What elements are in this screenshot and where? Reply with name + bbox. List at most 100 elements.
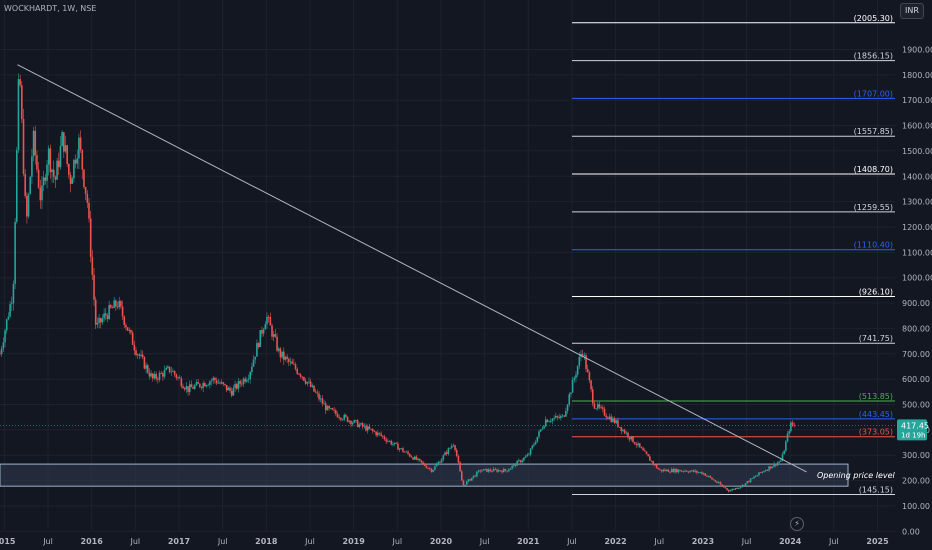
- current-price-label: 417.45: [901, 421, 929, 430]
- candle-body: [318, 393, 320, 400]
- candle-body: [103, 313, 105, 319]
- candle-body: [274, 334, 277, 337]
- candle-body: [701, 472, 703, 475]
- candle-body: [358, 424, 361, 427]
- candle-body: [346, 416, 349, 422]
- candle-body: [96, 322, 99, 325]
- candle-body: [120, 301, 122, 307]
- x-tick-label: 2024: [779, 537, 802, 546]
- candle-body: [89, 218, 92, 257]
- candle-body: [590, 380, 592, 390]
- candle-body: [86, 193, 89, 203]
- candle-body: [138, 354, 141, 356]
- candle-body: [749, 478, 752, 483]
- candle-body: [68, 163, 70, 175]
- candle-body: [237, 381, 240, 389]
- candle-body: [47, 148, 50, 165]
- x-tick-label: Jul: [828, 537, 839, 546]
- candle-body: [125, 325, 127, 328]
- candle-body: [620, 427, 623, 432]
- candle-body: [291, 361, 293, 364]
- candle-body: [326, 406, 329, 411]
- fib-label: (741.75): [859, 334, 893, 343]
- candle-body: [185, 386, 188, 390]
- candle-body: [141, 354, 144, 358]
- candle-body: [751, 478, 754, 479]
- y-tick-label: 1200.00: [902, 223, 932, 232]
- candle-body: [644, 450, 646, 452]
- candle-body: [42, 177, 45, 186]
- candle-body: [581, 353, 584, 356]
- candle-body: [277, 348, 280, 351]
- y-tick-label: 1900.00: [902, 45, 932, 54]
- candle-body: [600, 407, 602, 409]
- candle-body: [143, 357, 146, 369]
- x-tick-label: 2020: [430, 537, 453, 546]
- candle-body: [116, 306, 119, 308]
- candle-body: [157, 378, 159, 380]
- candle-body: [259, 330, 262, 348]
- candle-body: [536, 436, 539, 443]
- fib-label: (1856.15): [854, 52, 893, 61]
- candle-body: [21, 85, 23, 119]
- candle-body: [692, 470, 695, 472]
- fib-label: (1408.70): [854, 165, 893, 174]
- x-tick-label: 2015: [0, 537, 16, 546]
- candle-body: [638, 443, 641, 447]
- candle-body: [776, 462, 779, 466]
- candle-body: [476, 471, 478, 477]
- currency-button[interactable]: INR: [900, 3, 924, 19]
- candle-body: [366, 426, 369, 431]
- x-tick-label: Jul: [304, 537, 315, 546]
- candle-body: [197, 381, 199, 384]
- candle-body: [455, 449, 458, 456]
- candle-body: [608, 416, 611, 419]
- candle-body: [570, 392, 572, 395]
- candle-body: [52, 169, 55, 177]
- candle-body: [375, 431, 377, 436]
- candle-body: [256, 343, 258, 357]
- candle-body: [660, 469, 663, 472]
- candle-body: [123, 316, 126, 326]
- candle-body: [353, 420, 356, 423]
- candle-body: [766, 470, 769, 471]
- candle-body: [612, 418, 614, 422]
- candle-body: [504, 468, 507, 471]
- candle-body: [115, 300, 117, 307]
- candle-body: [714, 480, 717, 482]
- candle-body: [541, 428, 544, 430]
- candle-body: [343, 414, 346, 420]
- candle-body: [418, 458, 421, 461]
- candle-body: [7, 316, 10, 320]
- candle-body: [674, 468, 676, 473]
- x-tick-label: Jul: [42, 537, 53, 546]
- candle-body: [199, 383, 201, 387]
- candle-body: [774, 463, 777, 466]
- candle-body: [219, 382, 221, 384]
- candle-body: [635, 444, 638, 446]
- candle-body: [734, 487, 737, 490]
- candle-body: [679, 469, 681, 472]
- candle-body: [108, 305, 110, 320]
- candle-body: [790, 422, 792, 432]
- current-price-badge: [897, 419, 927, 441]
- candle-body: [313, 385, 315, 392]
- candle-body: [15, 150, 18, 222]
- lightning-icon[interactable]: ⚡: [790, 517, 804, 531]
- y-tick-label: 100.00: [902, 502, 930, 511]
- candle-body: [410, 456, 413, 458]
- y-tick-label: 1700.00: [902, 96, 932, 105]
- candle-body: [130, 330, 132, 333]
- candle-body: [341, 419, 344, 421]
- candle-body: [118, 301, 121, 308]
- candle-body: [659, 469, 661, 471]
- candle-body: [420, 460, 423, 463]
- candle-body: [528, 454, 530, 456]
- x-tick-label: 2022: [604, 537, 626, 546]
- candle-body: [63, 132, 65, 152]
- candle-body: [754, 476, 757, 478]
- candle-body: [289, 361, 292, 363]
- y-tick-label: 200.00: [902, 477, 930, 486]
- candle-body: [36, 155, 38, 170]
